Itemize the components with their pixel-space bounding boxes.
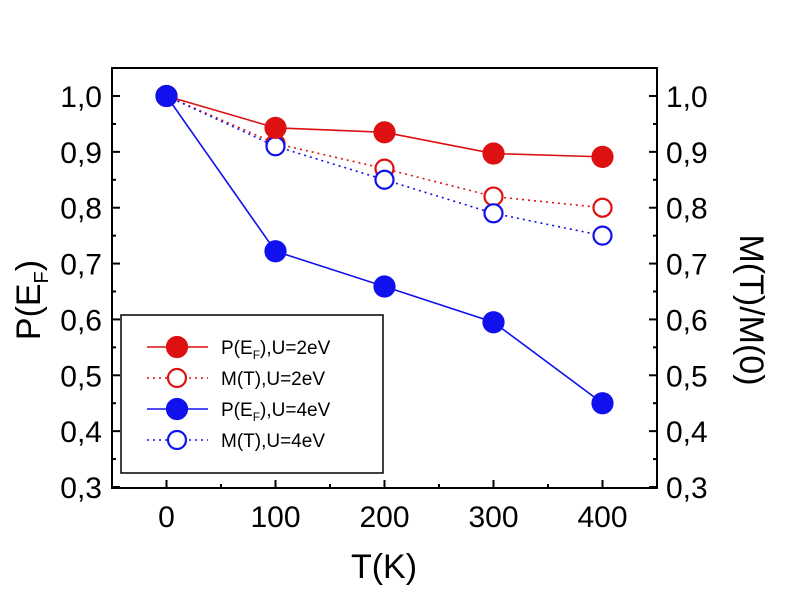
y-tick-label-right: 0,6 (666, 304, 708, 337)
legend-label-tail: ),U=4eV (260, 400, 331, 421)
y-tick-label-left: 0,6 (60, 304, 102, 337)
x-tick-label: 400 (577, 501, 627, 534)
legend-items: P(EF),U=2eVM(T),U=2eVP(EF),U=4eVM(T),U=4… (147, 335, 331, 452)
y-tick-label-left: 0,4 (60, 416, 102, 449)
legend-box (120, 314, 384, 474)
legend-label: M(T),U=2eV (221, 369, 325, 390)
y-tick-label-right: 0,8 (666, 193, 708, 226)
series-point (591, 392, 614, 415)
x-tick-label: 100 (250, 501, 300, 534)
series-point (483, 203, 504, 224)
legend: P(EF),U=2eVM(T),U=2eVP(EF),U=4eVM(T),U=4… (120, 314, 384, 474)
legend-label: P(EF),U=4eV (221, 400, 331, 424)
series-point (483, 186, 504, 207)
y-tick-label-right: 0,9 (666, 137, 708, 170)
y-tick-label-right: 0,5 (666, 360, 708, 393)
series-point (373, 121, 396, 144)
series-point (482, 142, 505, 165)
series-point (264, 240, 287, 263)
legend-label-sub: F (253, 410, 260, 424)
series-point (374, 169, 395, 190)
legend-label-main: M(T),U=2eV (221, 369, 325, 390)
y-tick-label-left: 0,8 (60, 193, 102, 226)
series-point (591, 145, 614, 168)
legend-marker (165, 397, 189, 421)
y-tick-label-left: 1,0 (60, 81, 102, 114)
legend-label: P(EF),U=2eV (221, 338, 331, 362)
x-axis-label: T(K) (351, 548, 417, 586)
y-tick-label-right: 0,3 (666, 472, 708, 505)
legend-label-tail: ),U=2eV (260, 338, 331, 359)
y-axis-label-left-sub: F (31, 271, 53, 283)
legend-marker (166, 429, 188, 451)
y-tick-label-left: 0,3 (60, 472, 102, 505)
series-point (264, 116, 287, 139)
ticks-layer: 0,3 0,3 0,4 0,4 0,5 0,5 0,6 0,6 0,7 0,7 0,8 0,8 0,9 0… (60, 81, 707, 534)
y-tick-label-left: 0,7 (60, 249, 102, 282)
series-point (592, 225, 613, 246)
series-layer (155, 84, 614, 415)
y-tick-label-left: 0,9 (60, 137, 102, 170)
legend-marker (166, 367, 188, 389)
series-point (155, 84, 178, 108)
legend-label: M(T),U=4eV (221, 431, 325, 452)
legend-label-main: M(T),U=4eV (221, 431, 325, 452)
series-point (373, 275, 396, 298)
y-tick-label-right: 1,0 (666, 81, 708, 114)
legend-label-sub: F (253, 348, 260, 362)
y-axis-label-left-main: P(E (10, 283, 48, 340)
x-tick-label: 200 (359, 501, 409, 534)
series-point (592, 197, 613, 218)
y-tick-label-left: 0,5 (60, 360, 102, 393)
series-point (265, 136, 286, 157)
x-tick-label: 300 (468, 501, 518, 534)
series-point (482, 311, 505, 334)
legend-marker (165, 335, 189, 359)
series-line-m-t-u-2ev (166, 95, 603, 209)
y-axis-label-right: M(T)/M(0) (732, 234, 770, 385)
legend-label-main: P(E (221, 338, 253, 359)
y-axis-label-left-tail: ) (10, 260, 48, 271)
y-tick-label-right: 0,7 (666, 249, 708, 282)
legend-label-main: P(E (221, 400, 253, 421)
y-axis-label-left: P(EF) (10, 260, 53, 340)
y-tick-label-right: 0,4 (666, 416, 708, 449)
x-tick-label: 0 (158, 501, 175, 534)
